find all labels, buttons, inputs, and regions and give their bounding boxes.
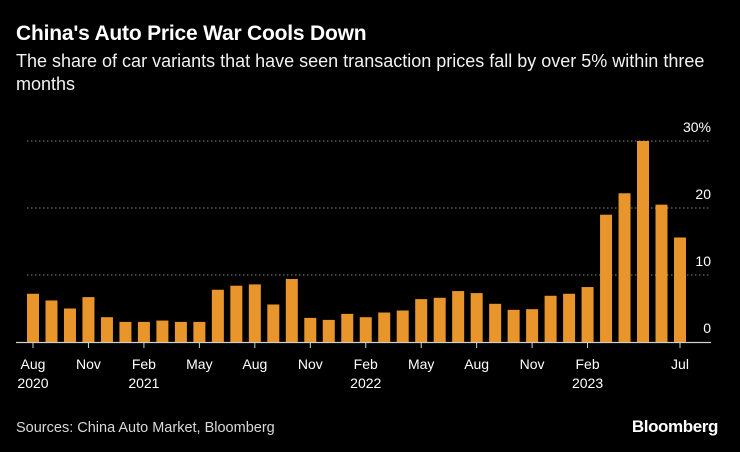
bar bbox=[470, 293, 483, 342]
bar bbox=[618, 193, 631, 342]
x-tick-year-label: 2020 bbox=[17, 375, 48, 391]
bar bbox=[544, 295, 557, 342]
x-tick-label: Jul bbox=[671, 356, 689, 372]
bar bbox=[137, 321, 150, 342]
y-tick-label: 0 bbox=[703, 320, 711, 336]
bar bbox=[156, 320, 169, 342]
bar bbox=[452, 291, 465, 342]
y-tick-label: 10 bbox=[695, 253, 711, 269]
bar bbox=[211, 289, 224, 342]
bar bbox=[267, 304, 280, 342]
x-tick-label: Aug bbox=[242, 356, 267, 372]
x-tick-label: Nov bbox=[520, 356, 545, 372]
bar bbox=[100, 317, 113, 342]
y-tick-label: 30% bbox=[683, 119, 711, 135]
bar bbox=[45, 300, 58, 342]
y-tick-label: 20 bbox=[695, 186, 711, 202]
bar bbox=[27, 293, 39, 342]
x-tick-year-label: 2023 bbox=[572, 375, 603, 391]
gridlines bbox=[16, 140, 711, 344]
x-tick-label: Nov bbox=[76, 356, 101, 372]
bar bbox=[600, 214, 613, 342]
bar bbox=[655, 204, 668, 342]
x-tick-label: Feb bbox=[576, 356, 600, 372]
bar bbox=[526, 309, 539, 342]
chart-title: China's Auto Price War Cools Down bbox=[16, 22, 367, 45]
x-tick-year-label: 2021 bbox=[128, 375, 159, 391]
bar bbox=[82, 297, 95, 342]
bars bbox=[27, 141, 686, 342]
bar bbox=[322, 319, 335, 342]
x-axis-ticks: Aug 2020 Nov Feb 2021 May Aug Nov Feb 2022 May Aug N… bbox=[17, 342, 689, 391]
bar bbox=[637, 141, 650, 342]
x-tick-label: Feb bbox=[354, 356, 378, 372]
x-tick-label: May bbox=[186, 356, 212, 372]
bar bbox=[63, 308, 76, 342]
bar bbox=[248, 284, 261, 342]
bloomberg-logo: Bloomberg bbox=[631, 417, 719, 436]
bar bbox=[119, 321, 132, 342]
bar bbox=[507, 309, 520, 342]
x-tick-label: Nov bbox=[298, 356, 323, 372]
bar bbox=[674, 237, 686, 342]
bar bbox=[378, 312, 391, 342]
x-tick-year-label: 2022 bbox=[350, 375, 381, 391]
x-tick-label: Feb bbox=[132, 356, 156, 372]
y-axis-ticks: 0 10 20 30% bbox=[683, 119, 711, 336]
bar bbox=[433, 297, 446, 342]
x-tick-label: May bbox=[408, 356, 434, 372]
bar bbox=[489, 303, 502, 342]
bar bbox=[174, 321, 187, 342]
source-note: Sources: China Auto Market, Bloomberg bbox=[16, 420, 275, 436]
bar bbox=[563, 293, 576, 342]
bar bbox=[415, 299, 428, 342]
chart-subtitle: The share of car variants that have seen… bbox=[16, 51, 705, 94]
bar bbox=[359, 317, 372, 342]
bar bbox=[304, 317, 317, 342]
x-tick-label: Aug bbox=[21, 356, 46, 372]
bar bbox=[581, 287, 594, 342]
bar bbox=[396, 310, 409, 342]
bar bbox=[341, 313, 354, 342]
bar bbox=[285, 279, 298, 342]
x-tick-label: Aug bbox=[464, 356, 489, 372]
bar bbox=[230, 285, 243, 342]
bar bbox=[193, 321, 206, 342]
